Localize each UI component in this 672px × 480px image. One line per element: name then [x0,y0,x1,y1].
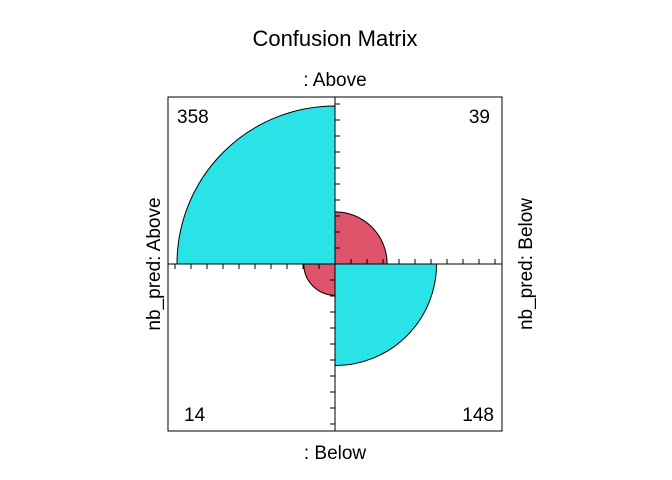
top-label: : Above [303,70,366,91]
sector-bottom-left [303,263,336,296]
sector-bottom-right [334,263,438,367]
sector-top-right [334,211,388,265]
cell-value-bottom-right: 148 [462,405,494,426]
chart-title: Confusion Matrix [252,26,417,51]
sectors-group [176,105,438,367]
cell-value-top-right: 39 [469,107,490,128]
sector-top-left [176,105,336,265]
left-label: nb_pred: Above [144,197,165,330]
axes-group [168,97,502,431]
bottom-label: : Below [304,443,367,464]
cell-value-bottom-left: 14 [184,405,206,426]
cell-value-top-left: 358 [177,107,209,128]
plot-border [167,96,503,432]
right-label: nb_pred: Below [516,198,537,330]
